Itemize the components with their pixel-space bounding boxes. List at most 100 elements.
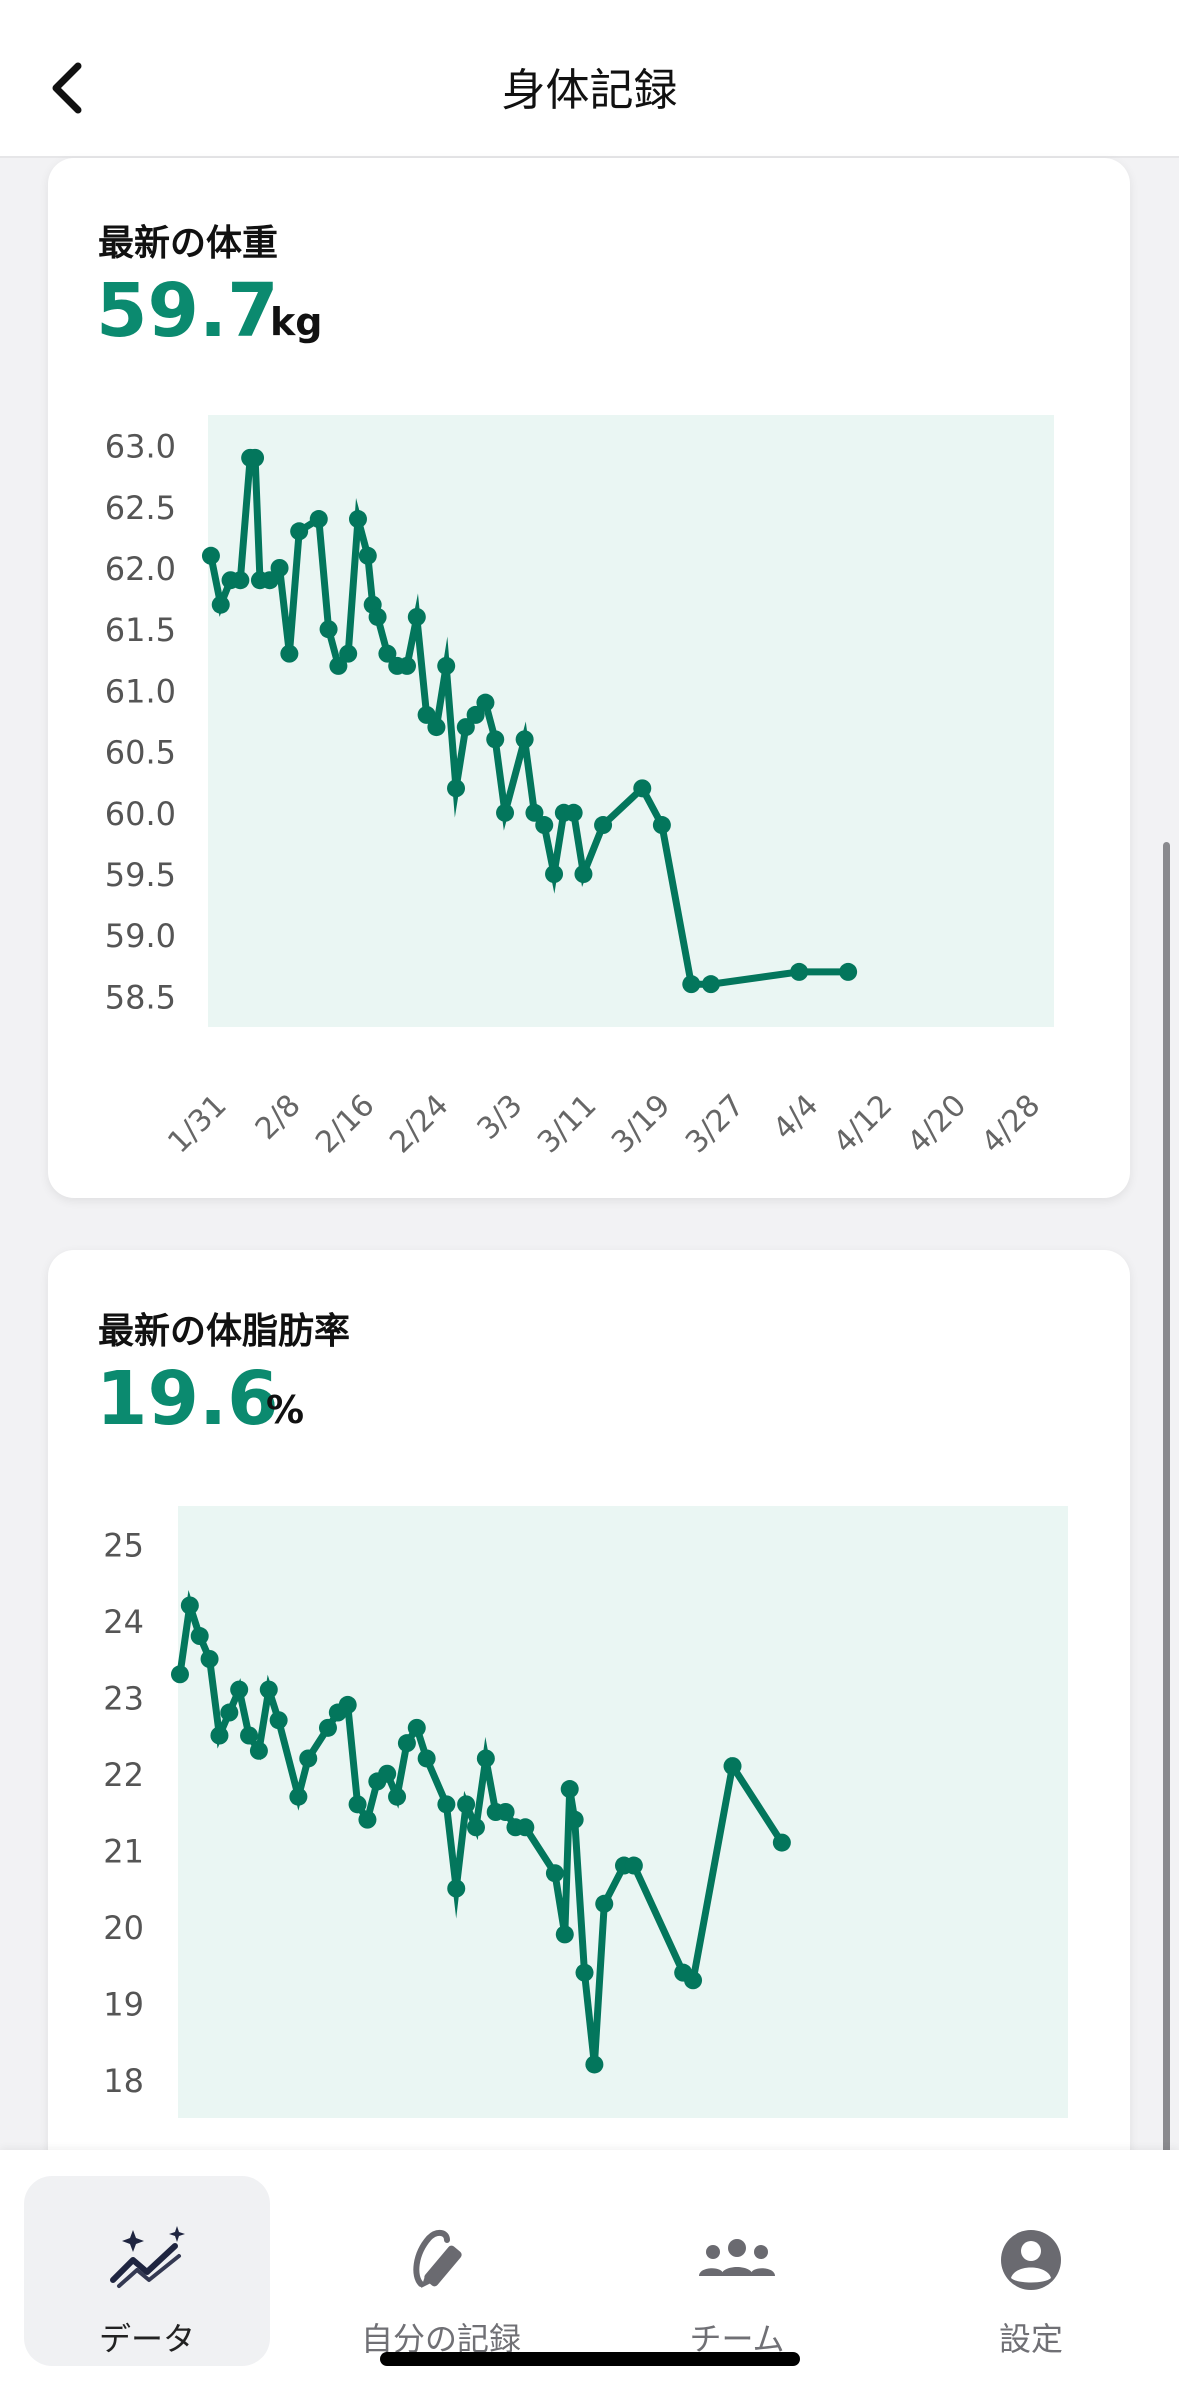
data-point bbox=[339, 644, 358, 663]
data-point bbox=[839, 962, 858, 981]
data-point bbox=[486, 730, 505, 749]
y-tick-label: 24 bbox=[103, 1603, 144, 1641]
data-point bbox=[457, 1795, 476, 1814]
data-point bbox=[407, 607, 426, 626]
data-point bbox=[407, 1718, 426, 1737]
data-point bbox=[466, 1818, 485, 1837]
y-tick-label: 22 bbox=[103, 1756, 144, 1794]
data-point bbox=[595, 1894, 614, 1913]
x-tick-label: 2/24 bbox=[383, 1088, 455, 1160]
data-point bbox=[496, 1803, 515, 1821]
data-point bbox=[249, 1741, 268, 1760]
data-point bbox=[624, 1856, 643, 1875]
data-point bbox=[319, 620, 338, 639]
y-tick-label: 23 bbox=[103, 1679, 144, 1717]
data-point bbox=[201, 546, 220, 565]
data-point bbox=[378, 644, 397, 663]
weight-value: 59.7 bbox=[96, 268, 279, 354]
data-point bbox=[476, 1749, 495, 1768]
data-point bbox=[545, 865, 564, 883]
tab-data[interactable]: データ bbox=[24, 2176, 270, 2366]
data-point bbox=[417, 1749, 436, 1768]
data-point bbox=[246, 448, 265, 467]
y-tick-label: 19 bbox=[103, 1985, 144, 2023]
plot-area bbox=[208, 415, 1054, 1027]
data-point bbox=[466, 705, 485, 724]
account-circle-icon bbox=[1001, 2230, 1061, 2290]
y-tick-label: 20 bbox=[103, 1909, 144, 1947]
data-point bbox=[190, 1627, 209, 1646]
data-point bbox=[496, 803, 515, 822]
data-point bbox=[348, 1795, 367, 1814]
y-tick-label: 61.0 bbox=[105, 672, 176, 710]
data-point bbox=[180, 1596, 199, 1615]
chevron-left-icon[interactable] bbox=[44, 58, 92, 118]
data-point bbox=[535, 816, 554, 835]
body-fat-value: 19.6 bbox=[96, 1356, 279, 1442]
data-point bbox=[575, 1963, 594, 1982]
data-point bbox=[516, 1818, 535, 1837]
data-point bbox=[358, 546, 377, 565]
nav-bar: 身体記録 bbox=[0, 0, 1179, 158]
data-point bbox=[397, 1734, 416, 1753]
data-point bbox=[378, 1764, 397, 1783]
data-point bbox=[329, 656, 348, 675]
data-point bbox=[652, 816, 671, 835]
x-tick-label: 4/20 bbox=[901, 1088, 973, 1160]
data-point bbox=[309, 510, 328, 529]
y-tick-label: 59.5 bbox=[105, 856, 176, 894]
data-point bbox=[525, 803, 544, 822]
data-point bbox=[280, 644, 299, 663]
weight-card: 最新の体重 59.7 kg 63.0 62.5 62.0 61.5 61.0 60.5 60… bbox=[48, 158, 1130, 1198]
data-point bbox=[456, 718, 475, 737]
data-point bbox=[290, 522, 309, 541]
y-tick-label: 63.0 bbox=[105, 428, 176, 466]
tab-settings[interactable]: 設定 bbox=[908, 2176, 1154, 2366]
data-point bbox=[220, 1703, 239, 1722]
data-point bbox=[230, 1680, 249, 1699]
y-tick-label: 61.5 bbox=[105, 611, 176, 649]
data-point bbox=[170, 1665, 189, 1684]
data-point bbox=[564, 803, 583, 822]
y-tick-label: 59.0 bbox=[105, 917, 176, 955]
x-tick-label: 4/12 bbox=[827, 1088, 899, 1160]
data-point bbox=[210, 1726, 229, 1745]
tab-team-label: チーム bbox=[689, 2320, 785, 2358]
data-point bbox=[565, 1810, 584, 1829]
x-tick-label: 3/11 bbox=[531, 1088, 603, 1160]
data-point bbox=[437, 656, 456, 675]
y-tick-label: 62.0 bbox=[105, 550, 176, 588]
data-point bbox=[790, 962, 809, 981]
scrollbar[interactable] bbox=[1163, 842, 1170, 2172]
data-point bbox=[240, 1726, 259, 1745]
tab-settings-label: 設定 bbox=[998, 2320, 1063, 2358]
data-point bbox=[723, 1757, 742, 1776]
y-tick-label: 25 bbox=[103, 1526, 144, 1564]
page-title: 身体記録 bbox=[501, 65, 678, 116]
people-group-icon bbox=[699, 2239, 775, 2276]
data-point bbox=[270, 559, 289, 577]
body-fat-card: 最新の体脂肪率 19.6 % 25 24 23 22 21 20 19 18 bbox=[48, 1250, 1130, 2230]
tab-team[interactable]: チーム bbox=[614, 2176, 860, 2366]
tab-data-label: データ bbox=[98, 2320, 195, 2358]
x-tick-label: 3/3 bbox=[471, 1088, 530, 1147]
data-point bbox=[560, 1780, 579, 1799]
data-point bbox=[299, 1749, 318, 1768]
data-point bbox=[772, 1833, 791, 1852]
data-point bbox=[211, 595, 230, 614]
data-point bbox=[447, 1879, 466, 1898]
data-point bbox=[476, 693, 495, 712]
home-indicator bbox=[380, 2352, 800, 2366]
tab-my-records[interactable]: 自分の記録 bbox=[318, 2176, 564, 2366]
pencil-note-icon bbox=[413, 2230, 462, 2288]
data-point bbox=[200, 1650, 219, 1668]
y-tick-label: 62.5 bbox=[105, 489, 176, 527]
x-tick-label: 1/31 bbox=[161, 1088, 233, 1160]
x-tick-label: 3/19 bbox=[605, 1088, 677, 1160]
weight-unit: kg bbox=[270, 300, 323, 344]
data-point bbox=[318, 1718, 337, 1737]
y-tick-label: 58.5 bbox=[105, 978, 176, 1016]
data-point bbox=[269, 1711, 288, 1730]
x-tick-label: 2/8 bbox=[249, 1088, 308, 1147]
y-tick-label: 60.0 bbox=[105, 795, 176, 833]
